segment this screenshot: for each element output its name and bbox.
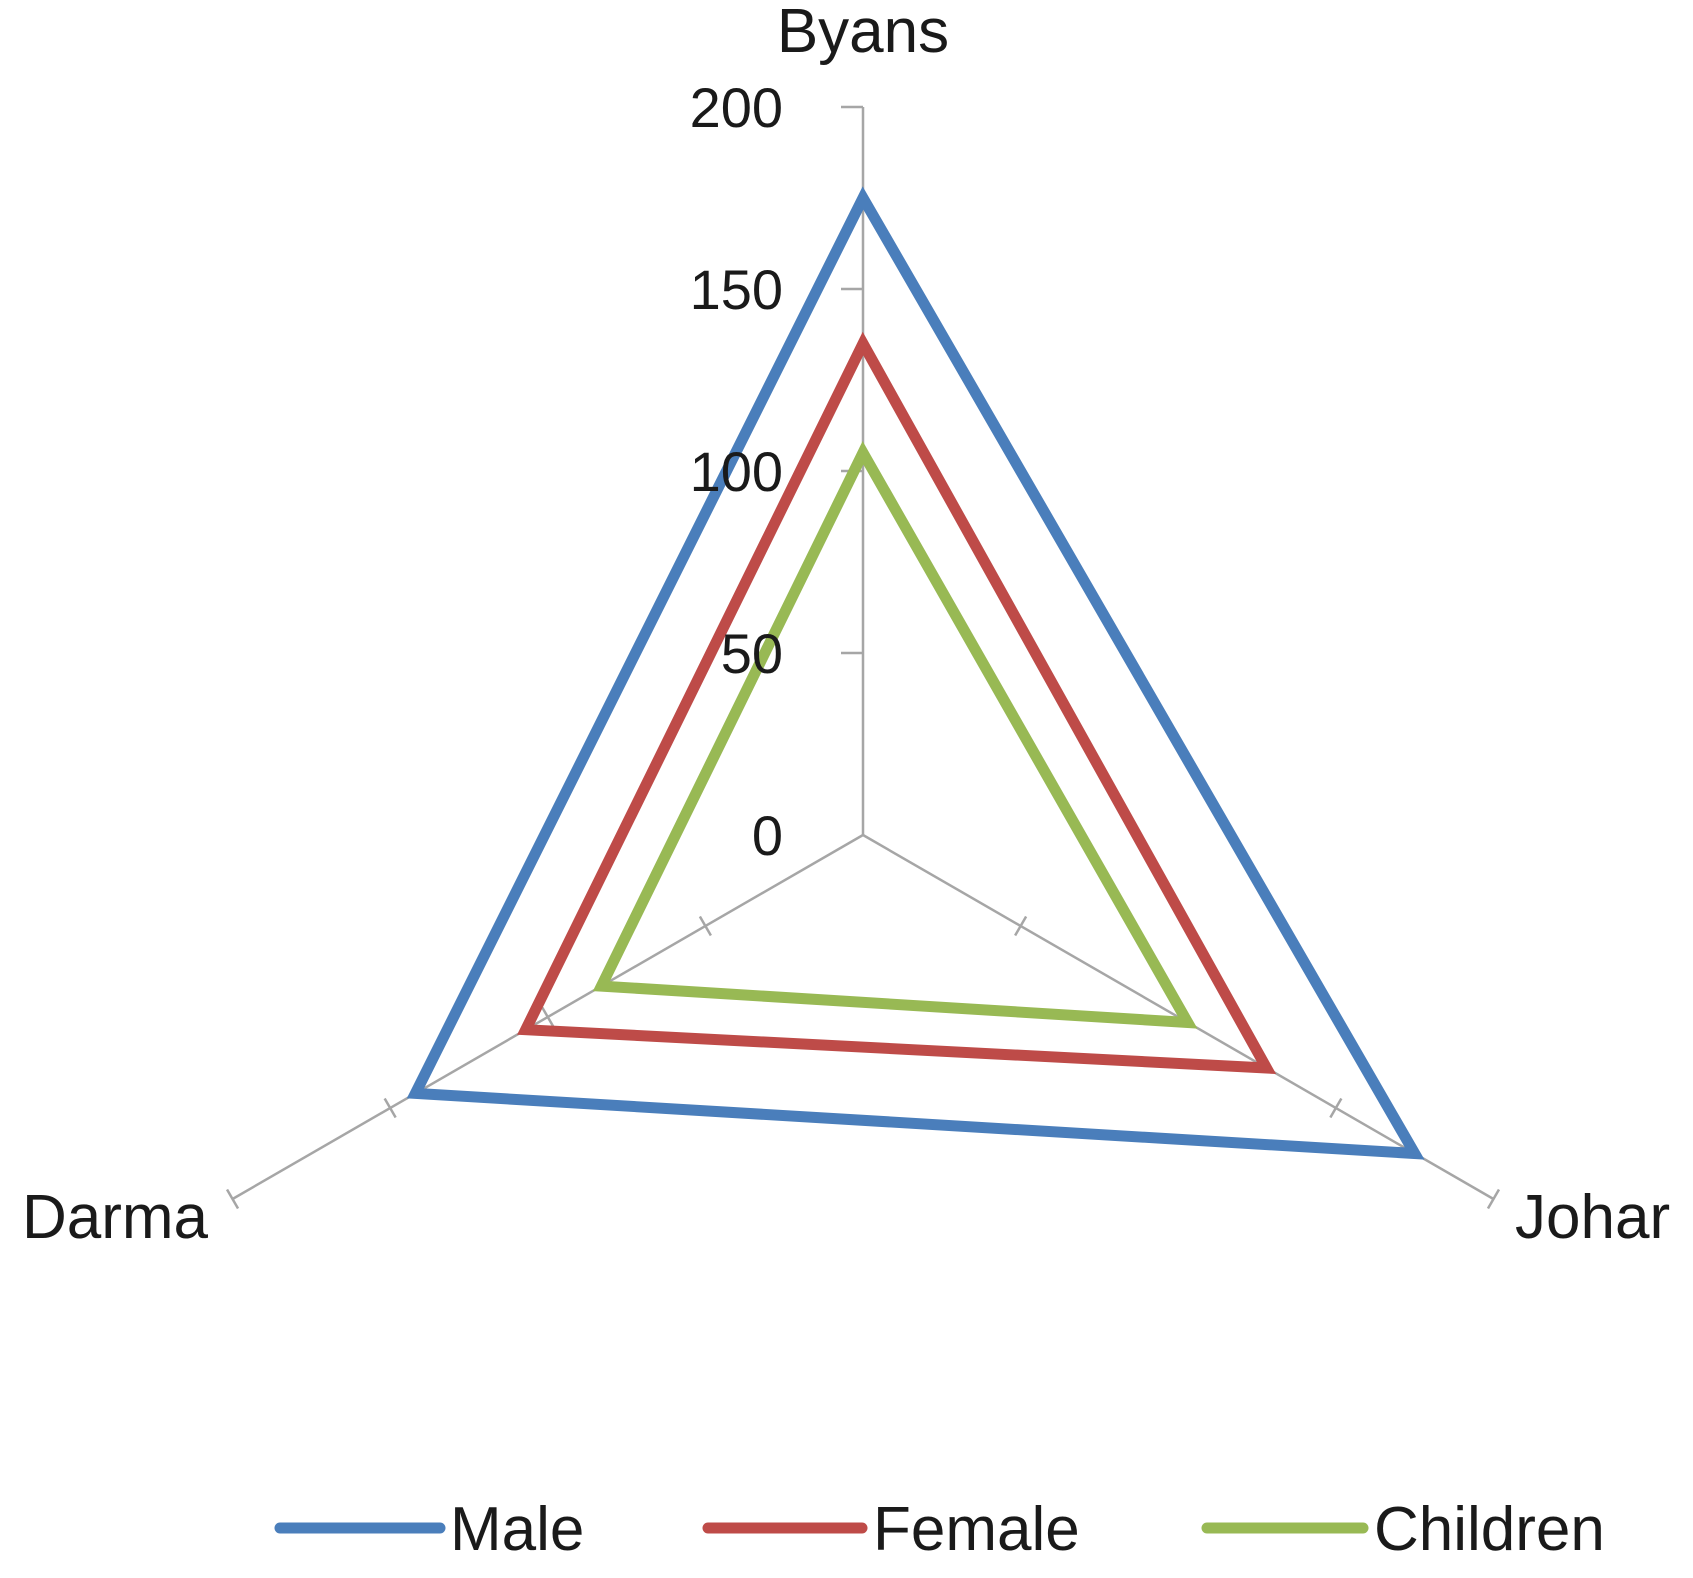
- radar-labels: 0 50 100 150 200 Byans Johar Darma: [22, 0, 1670, 1252]
- tick-label-150: 150: [690, 258, 783, 321]
- tick-label-50: 50: [721, 622, 783, 685]
- axis-tick-darma-150: [383, 1097, 397, 1119]
- tick-label-200: 200: [690, 76, 783, 139]
- radar-series: [406, 186, 1425, 1160]
- series-male: [406, 186, 1425, 1160]
- legend-label-children: Children: [1374, 1495, 1605, 1564]
- axis-tick-darma-200: [225, 1188, 240, 1210]
- category-label-byans: Byans: [777, 0, 949, 66]
- legend-label-female: Female: [873, 1495, 1080, 1564]
- legend-label-male: Male: [450, 1495, 584, 1564]
- series-female: [517, 331, 1277, 1075]
- category-label-johar: Johar: [1515, 1183, 1670, 1252]
- chart-legend: Male Female Children: [274, 1495, 1605, 1564]
- axis-tick-johar-50: [1014, 915, 1028, 937]
- axis-tick-darma-50: [698, 915, 712, 937]
- axis-tick-johar-200: [1486, 1188, 1501, 1210]
- category-label-darma: Darma: [22, 1183, 209, 1252]
- axis-tick-johar-150: [1329, 1097, 1343, 1119]
- tick-label-0: 0: [752, 804, 783, 867]
- axis-tick-darma-100: [541, 1006, 555, 1028]
- legend-item-male: Male: [274, 1495, 584, 1564]
- legend-item-female: Female: [702, 1495, 1080, 1564]
- tick-label-100: 100: [690, 440, 783, 503]
- legend-item-children: Children: [1201, 1495, 1605, 1564]
- series-children: [592, 441, 1198, 1029]
